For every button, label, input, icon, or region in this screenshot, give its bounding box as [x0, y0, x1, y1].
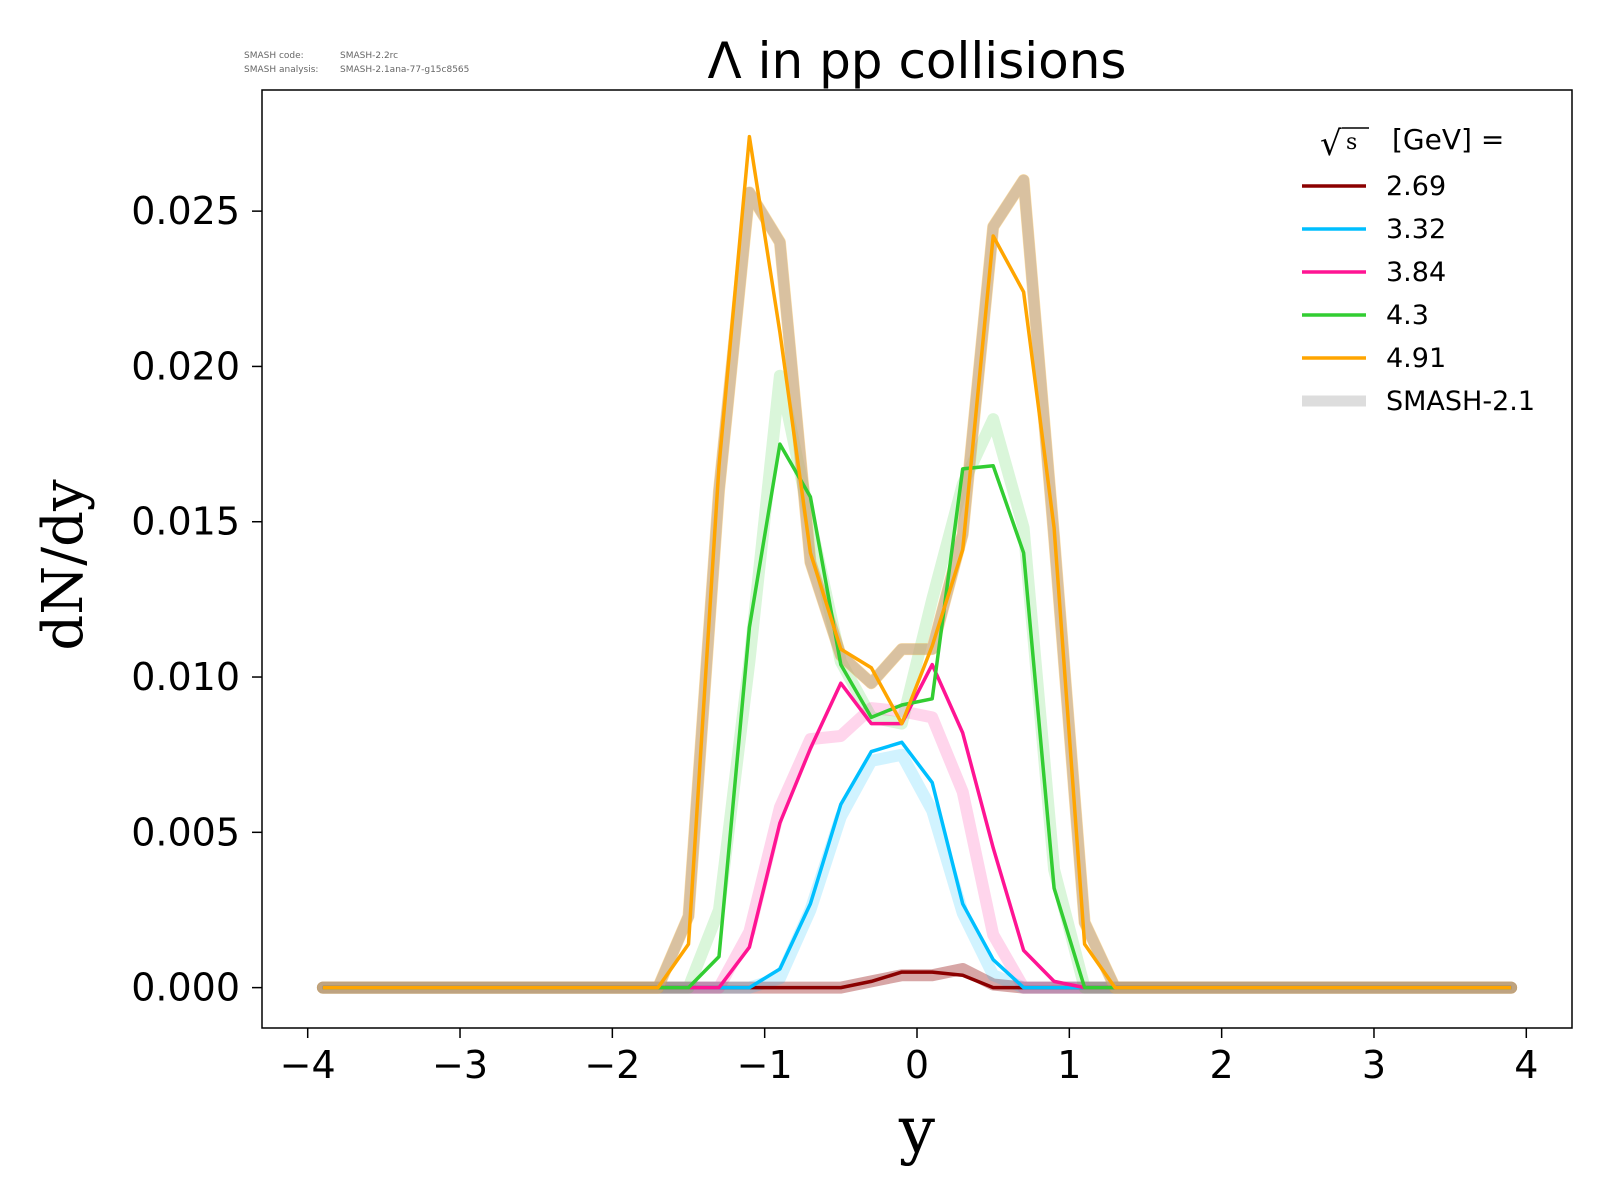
legend-label: SMASH-2.1: [1386, 386, 1535, 417]
series-line-4-91: [322, 134, 1512, 990]
chart-title: Λ in pp collisions: [708, 32, 1127, 90]
y-tick-label: 0.025: [131, 189, 240, 233]
x-tick-label: 3: [1362, 1043, 1386, 1087]
y-tick-label: 0.005: [131, 810, 240, 854]
y-axis-ticks: 0.000 0.005 0.010 0.015 0.020 0.025: [131, 189, 262, 1010]
legend-title-unit: [GeV] =: [1392, 123, 1504, 156]
legend: √ s [GeV] = 2.69 3.32 3.84 4.3 4.91 SMASH-2.1: [1302, 123, 1535, 417]
reference-line-3-84: [316, 702, 1518, 994]
version-code-label: SMASH code:: [244, 51, 304, 61]
reference-line-grey: [317, 174, 1517, 994]
x-tick-label: 1: [1057, 1043, 1081, 1087]
x-tick-label: −4: [280, 1043, 336, 1087]
y-tick-label: 0.000: [131, 966, 240, 1010]
legend-label: 4.3: [1386, 300, 1429, 331]
x-tick-label: 4: [1514, 1043, 1538, 1087]
x-tick-label: −1: [737, 1043, 793, 1087]
y-tick-label: 0.020: [131, 344, 240, 388]
legend-entries: 2.69 3.32 3.84 4.3 4.91 SMASH-2.1: [1302, 171, 1535, 417]
x-tick-label: 2: [1210, 1043, 1234, 1087]
series-layer: [322, 134, 1512, 990]
x-tick-label: −3: [432, 1043, 488, 1087]
y-tick-label: 0.010: [131, 655, 240, 699]
x-axis-ticks: −4 −3 −2 −1 0 1 2 3 4: [280, 1028, 1538, 1087]
reference-line-3-32: [316, 748, 1518, 994]
y-tick-label: 0.015: [131, 500, 240, 544]
x-axis-label: y: [898, 1094, 935, 1168]
legend-title-root: s: [1346, 130, 1357, 155]
legend-label: 3.84: [1386, 257, 1446, 288]
reference-series-layer: [316, 174, 1518, 994]
legend-title-radical-icon: √: [1320, 124, 1342, 164]
legend-label: 3.32: [1386, 214, 1446, 245]
version-info: SMASH code: SMASH-2.2rc SMASH analysis: …: [244, 51, 469, 75]
version-analysis-value: SMASH-2.1ana-77-g15c8565: [340, 65, 469, 75]
version-code-value: SMASH-2.2rc: [340, 51, 398, 61]
version-analysis-label: SMASH analysis:: [244, 65, 318, 75]
legend-label: 4.91: [1386, 343, 1446, 374]
y-axis-label: dN/dy: [31, 479, 96, 651]
plot-frame: [261, 89, 1573, 1029]
legend-label: 2.69: [1386, 171, 1446, 202]
x-tick-label: 0: [905, 1043, 929, 1087]
x-tick-label: −2: [584, 1043, 640, 1087]
reference-line-4-91: [316, 174, 1518, 994]
